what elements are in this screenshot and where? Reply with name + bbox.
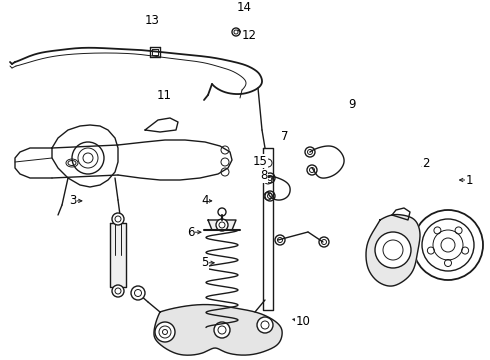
Circle shape bbox=[155, 322, 175, 342]
Circle shape bbox=[159, 326, 171, 338]
Circle shape bbox=[375, 232, 411, 268]
Circle shape bbox=[112, 213, 124, 225]
Text: 8: 8 bbox=[260, 169, 268, 182]
Circle shape bbox=[257, 317, 273, 333]
Text: 1: 1 bbox=[466, 174, 473, 186]
Circle shape bbox=[131, 286, 145, 300]
Text: 14: 14 bbox=[237, 1, 251, 14]
Circle shape bbox=[214, 322, 230, 338]
Polygon shape bbox=[392, 208, 410, 220]
Circle shape bbox=[413, 210, 483, 280]
Text: 15: 15 bbox=[252, 155, 267, 168]
Polygon shape bbox=[15, 148, 52, 178]
Text: 4: 4 bbox=[201, 194, 209, 207]
Text: 11: 11 bbox=[157, 89, 172, 102]
Text: 10: 10 bbox=[295, 315, 310, 328]
Text: 12: 12 bbox=[242, 29, 256, 42]
Text: 6: 6 bbox=[187, 226, 195, 239]
Polygon shape bbox=[366, 215, 420, 286]
Polygon shape bbox=[154, 305, 282, 355]
Text: 2: 2 bbox=[422, 157, 430, 170]
Circle shape bbox=[78, 148, 98, 168]
Polygon shape bbox=[263, 148, 273, 310]
Polygon shape bbox=[110, 223, 126, 287]
Polygon shape bbox=[145, 118, 178, 132]
Polygon shape bbox=[208, 220, 236, 230]
Text: 7: 7 bbox=[281, 130, 289, 143]
Text: 5: 5 bbox=[201, 256, 209, 269]
Text: 13: 13 bbox=[145, 14, 159, 27]
Ellipse shape bbox=[210, 323, 234, 333]
Circle shape bbox=[216, 219, 228, 231]
Polygon shape bbox=[118, 140, 232, 180]
Polygon shape bbox=[52, 125, 118, 187]
Text: 3: 3 bbox=[69, 194, 76, 207]
Circle shape bbox=[72, 142, 104, 174]
Text: 9: 9 bbox=[348, 98, 356, 111]
Circle shape bbox=[112, 285, 124, 297]
